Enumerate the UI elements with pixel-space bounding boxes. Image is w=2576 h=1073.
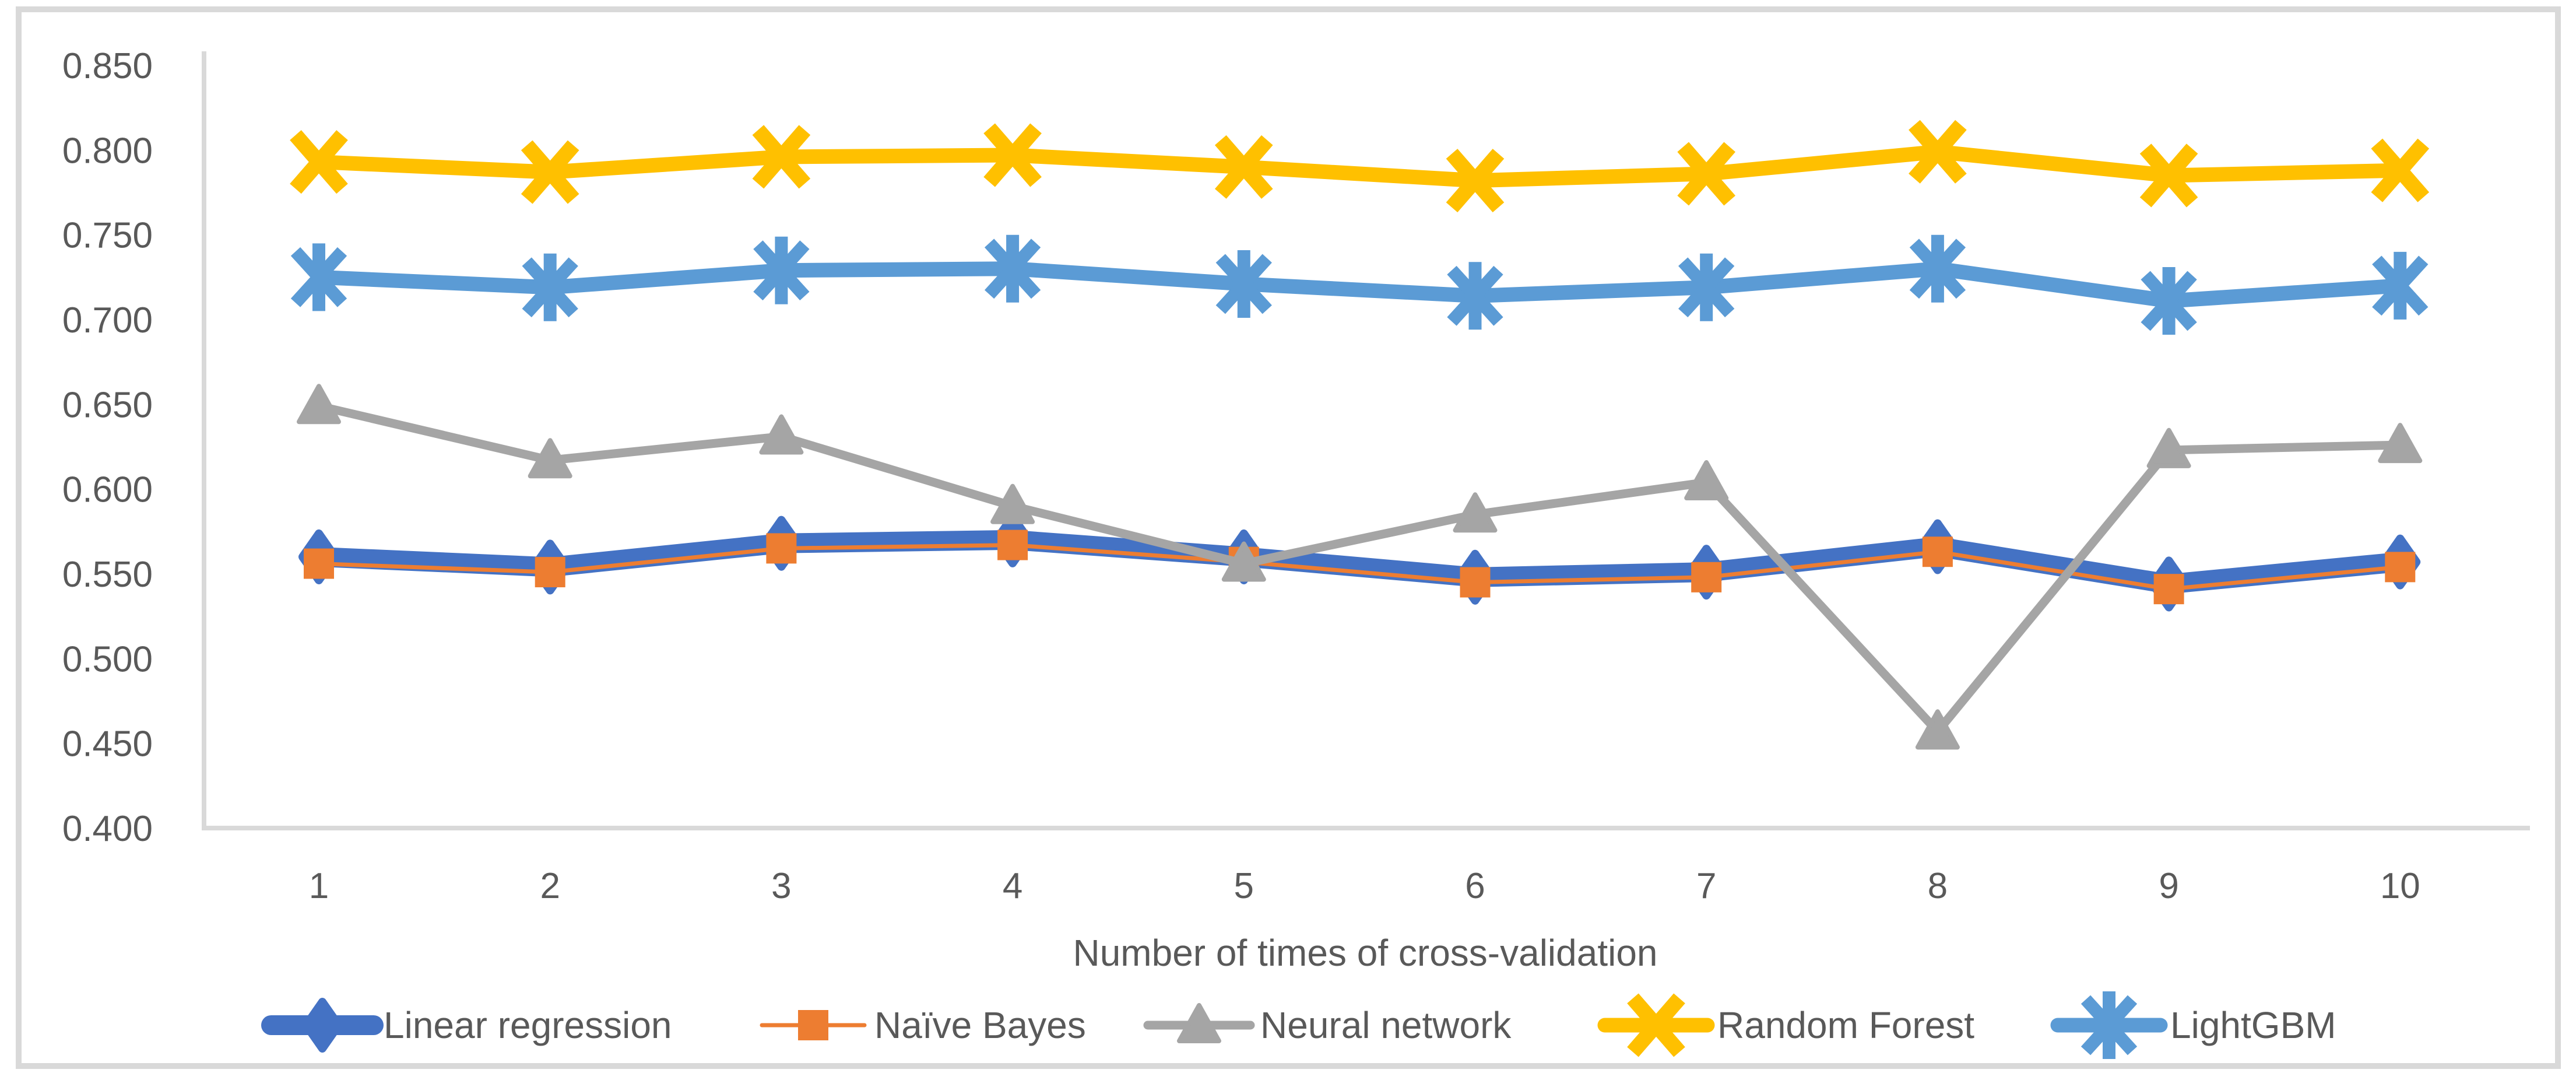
y-tick-label: 0.450 <box>62 724 153 765</box>
legend-swatch-marker <box>798 1010 828 1040</box>
x-axis-title: Number of times of cross-validation <box>1073 932 1657 974</box>
series-neural-network-marker <box>1684 460 1729 501</box>
series-na-ve-bayes-marker <box>1691 562 1722 592</box>
series-neural-network-marker <box>297 384 341 425</box>
axis-tick-labels: 0.850 0.800 0.750 0.700 0.650 0.600 0.550 0.500… <box>62 46 2420 906</box>
series-na-ve-bayes-marker <box>997 530 1028 560</box>
series-neural-network-marker <box>2378 423 2423 464</box>
series-lightgbm-marker <box>522 253 578 321</box>
series-lightgbm-marker <box>290 243 347 311</box>
series-neural-network-line <box>314 401 2405 736</box>
series-lightgbm-marker <box>1215 250 1272 318</box>
legend-item-random-forest: Random Forest <box>1597 993 1974 1057</box>
legend-item-na-ve-bayes: Naïve Bayes <box>760 1004 1086 1046</box>
series-random-forest-marker <box>2139 143 2198 208</box>
legend-item-linear-regression: Linear regression <box>261 998 672 1053</box>
series-na-ve-bayes-marker <box>2385 552 2416 583</box>
legend-swatch-marker <box>302 998 343 1053</box>
x-tick-label: 8 <box>1928 866 1948 906</box>
series-neural-network-marker <box>1453 492 1498 533</box>
series-lightgbm-marker <box>1447 262 1503 330</box>
series-random-forest-marker <box>521 140 579 204</box>
y-tick-label: 0.550 <box>62 555 153 595</box>
series-random-forest-marker <box>290 130 348 194</box>
legend-label: Linear regression <box>384 1004 672 1046</box>
x-tick-label: 5 <box>1234 866 1254 906</box>
series-neural-network-marker <box>990 483 1035 524</box>
series-neural-network-marker <box>528 438 572 479</box>
series-random-forest-marker <box>1909 120 1967 184</box>
series-random-forest <box>290 120 2430 213</box>
x-tick-label: 2 <box>540 866 560 906</box>
legend-item-neural-network: Neural network <box>1143 1003 1512 1046</box>
series-na-ve-bayes-marker <box>304 548 334 579</box>
x-tick-label: 9 <box>2159 866 2178 906</box>
legend-label: Random Forest <box>1717 1004 1974 1046</box>
y-tick-label: 0.800 <box>62 131 153 171</box>
y-tick-label: 0.650 <box>62 385 153 425</box>
series-linear-regression-line <box>309 530 2410 594</box>
x-tick-label: 1 <box>309 866 329 906</box>
series-neural-network-marker <box>2146 427 2191 468</box>
legend-swatch-marker <box>1177 1003 1221 1043</box>
series-random-forest-marker <box>752 125 811 189</box>
series-neural-network-marker <box>1915 709 1960 750</box>
series-lightgbm-marker <box>2141 267 2197 335</box>
series-neural-network-marker <box>1221 541 1266 582</box>
series-random-forest-marker <box>2371 138 2430 202</box>
series-lightgbm-marker <box>2372 251 2429 320</box>
series-na-ve-bayes-marker <box>2153 574 2184 605</box>
figure-border <box>16 6 2561 1069</box>
series-na-ve-bayes-line <box>317 543 2402 591</box>
series-random-forest-marker <box>1677 142 1736 206</box>
series-lightgbm-marker <box>753 236 810 304</box>
y-tick-label: 0.600 <box>62 470 153 510</box>
series-lightgbm-marker <box>984 234 1041 303</box>
series-lightgbm-marker <box>1909 234 1966 303</box>
series-random-forest-marker <box>1446 149 1505 213</box>
legend-swatch-marker <box>1627 993 1685 1057</box>
legend-label: Neural network <box>1260 1004 1512 1046</box>
series-random-forest-line <box>311 144 2408 188</box>
series-random-forest-marker <box>1214 135 1273 199</box>
legend-swatch-marker <box>2081 991 2138 1059</box>
series-random-forest-marker <box>983 123 1042 187</box>
legend-label: LightGBM <box>2170 1004 2336 1046</box>
series-na-ve-bayes-marker <box>766 533 797 564</box>
series-lightgbm-marker <box>1678 253 1735 321</box>
y-tick-label: 0.400 <box>62 809 153 849</box>
legend-item-lightgbm: LightGBM <box>2050 991 2336 1059</box>
x-tick-label: 6 <box>1465 866 1485 906</box>
plot-series <box>290 120 2430 750</box>
x-tick-label: 7 <box>1696 866 1716 906</box>
series-na-ve-bayes-marker <box>1922 536 1953 567</box>
series-neural-network <box>297 384 2423 750</box>
series-na-ve-bayes-marker <box>535 557 565 588</box>
legend: Linear regression Naïve Bayes Neural netwo… <box>261 991 2336 1059</box>
y-tick-label: 0.850 <box>62 46 153 86</box>
series-lightgbm-line <box>311 261 2408 308</box>
x-tick-label: 4 <box>1003 866 1022 906</box>
y-tick-label: 0.500 <box>62 639 153 679</box>
series-na-ve-bayes-marker <box>1460 567 1491 598</box>
series-neural-network-marker <box>759 414 804 455</box>
y-tick-label: 0.700 <box>62 300 153 341</box>
legend-label: Naïve Bayes <box>874 1004 1086 1046</box>
series-lightgbm <box>290 234 2429 335</box>
x-tick-label: 10 <box>2380 866 2420 906</box>
x-tick-label: 3 <box>771 866 791 906</box>
y-tick-label: 0.750 <box>62 216 153 256</box>
